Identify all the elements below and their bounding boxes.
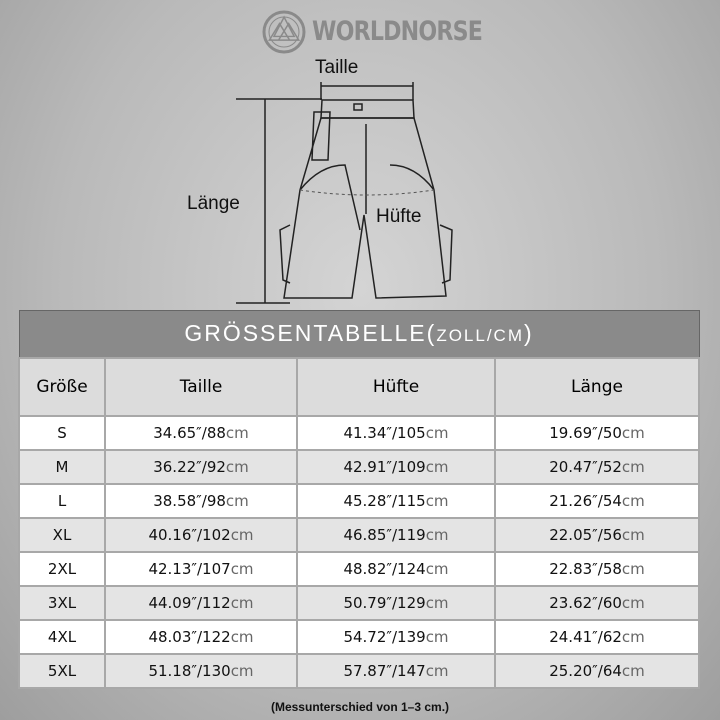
waist-cell: 34.65″/88cm bbox=[104, 415, 298, 451]
hip-cell: 42.91″/109cm bbox=[296, 449, 496, 485]
hip-cell: 41.34″/105cm bbox=[296, 415, 496, 451]
length-cell: 25.20″/64cm bbox=[494, 653, 700, 689]
length-cell: 22.05″/56cm bbox=[494, 517, 700, 553]
hip-cell: 46.85″/119cm bbox=[296, 517, 496, 553]
table-header-row: Größe Taille Hüfte Länge bbox=[18, 357, 700, 417]
waist-cell: 40.16″/102cm bbox=[104, 517, 298, 553]
hip-cell: 50.79″/129cm bbox=[296, 585, 496, 621]
length-label: Länge bbox=[187, 193, 240, 214]
length-cell: 19.69″/50cm bbox=[494, 415, 700, 451]
header-length: Länge bbox=[494, 357, 700, 417]
brand-name: WORLDNORSE bbox=[312, 16, 483, 47]
size-cell: 3XL bbox=[18, 585, 106, 621]
table-row: S 34.65″/88cm 41.34″/105cm 19.69″/50cm bbox=[18, 415, 700, 451]
table-row: L 38.58″/98cm 45.28″/115cm 21.26″/54cm bbox=[18, 483, 700, 519]
table-row: 4XL 48.03″/122cm 54.72″/139cm 24.41″/62cm bbox=[18, 619, 700, 655]
hip-label: Hüfte bbox=[376, 206, 422, 227]
table-row: XL 40.16″/102cm 46.85″/119cm 22.05″/56cm bbox=[18, 517, 700, 553]
waist-cell: 44.09″/112cm bbox=[104, 585, 298, 621]
waist-cell: 38.58″/98cm bbox=[104, 483, 298, 519]
table-row: 3XL 44.09″/112cm 50.79″/129cm 23.62″/60cm bbox=[18, 585, 700, 621]
waist-cell: 36.22″/92cm bbox=[104, 449, 298, 485]
size-cell: XL bbox=[18, 517, 106, 553]
table-row: M 36.22″/92cm 42.91″/109cm 20.47″/52cm bbox=[18, 449, 700, 485]
waist-cell: 48.03″/122cm bbox=[104, 619, 298, 655]
length-cell: 22.83″/58cm bbox=[494, 551, 700, 587]
size-cell: S bbox=[18, 415, 106, 451]
header-size: Größe bbox=[18, 357, 106, 417]
brand-logo: WORLDNORSE bbox=[262, 10, 519, 54]
header-hip: Hüfte bbox=[296, 357, 496, 417]
hip-cell: 48.82″/124cm bbox=[296, 551, 496, 587]
length-cell: 23.62″/60cm bbox=[494, 585, 700, 621]
table-row: 5XL 51.18″/130cm 57.87″/147cm 25.20″/64cm bbox=[18, 653, 700, 689]
waist-label: Taille bbox=[315, 57, 359, 78]
waist-cell: 51.18″/130cm bbox=[104, 653, 298, 689]
hip-cell: 45.28″/115cm bbox=[296, 483, 496, 519]
shorts-diagram bbox=[236, 82, 453, 304]
hip-cell: 54.72″/139cm bbox=[296, 619, 496, 655]
size-cell: 4XL bbox=[18, 619, 106, 655]
hip-cell: 57.87″/147cm bbox=[296, 653, 496, 689]
length-cell: 21.26″/54cm bbox=[494, 483, 700, 519]
waist-cell: 42.13″/107cm bbox=[104, 551, 298, 587]
header-waist: Taille bbox=[104, 357, 298, 417]
length-cell: 24.41″/62cm bbox=[494, 619, 700, 655]
table-title: GRÖSSENTABELLE(ZOLL/CM) bbox=[18, 310, 700, 359]
size-chart-table: GRÖSSENTABELLE(ZOLL/CM) Größe Taille Hüf… bbox=[18, 310, 700, 689]
length-cell: 20.47″/52cm bbox=[494, 449, 700, 485]
valknut-logo-icon bbox=[262, 10, 306, 54]
footnote: (Messunterschied von 1–3 cm.) bbox=[270, 700, 450, 714]
size-cell: 2XL bbox=[18, 551, 106, 587]
size-cell: 5XL bbox=[18, 653, 106, 689]
size-cell: M bbox=[18, 449, 106, 485]
size-cell: L bbox=[18, 483, 106, 519]
table-row: 2XL 42.13″/107cm 48.82″/124cm 22.83″/58cm bbox=[18, 551, 700, 587]
